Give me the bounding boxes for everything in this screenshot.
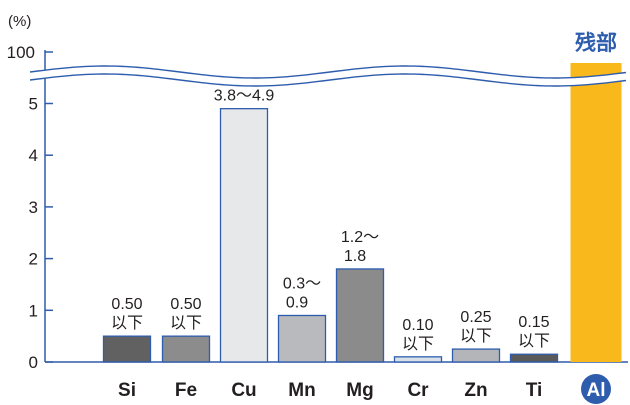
bar-mg: [335, 268, 385, 363]
data-label: 0.3～: [283, 275, 321, 292]
x-tick-label: Zn: [464, 380, 487, 401]
break-band: [30, 66, 628, 86]
data-label: 0.50: [170, 296, 201, 313]
break-line-lower: [29, 73, 627, 87]
y-tick-label: 2: [29, 250, 38, 269]
data-label: 以下: [518, 333, 550, 350]
bar-cr: [393, 356, 443, 363]
data-label: 1.8: [344, 248, 366, 265]
data-label: 1.2～: [341, 229, 379, 246]
y-unit-label: (%): [8, 13, 31, 30]
al-badge: [581, 374, 611, 404]
data-label: 0.10: [402, 317, 433, 334]
data-label: 0.15: [518, 314, 549, 331]
bar-zn: [451, 348, 501, 363]
x-tick-label: Mg: [346, 380, 373, 401]
y-tick-label: 3: [29, 198, 38, 217]
data-label: 0.25: [460, 309, 491, 326]
bar-cu: [219, 108, 269, 363]
data-label: 0.50: [111, 296, 142, 313]
y-tick-label: 1: [29, 301, 38, 320]
y-tick-label: 100: [7, 43, 35, 62]
data-label: 残部: [575, 31, 617, 55]
x-tick-label: Al: [587, 380, 606, 401]
x-tick-label: Si: [118, 380, 136, 401]
x-tick-label: Cu: [231, 380, 256, 401]
y-tick-label: 4: [29, 146, 38, 165]
x-tick-label: Ti: [526, 380, 543, 401]
bars: [102, 63, 622, 363]
x-tick-label: Cr: [407, 380, 429, 401]
bar-mn: [277, 314, 327, 363]
bar-si: [102, 335, 152, 363]
x-tick-label: Mn: [288, 380, 315, 401]
data-label: 以下: [111, 315, 143, 332]
data-label: 以下: [402, 336, 434, 353]
y-tick-label: 0: [29, 353, 38, 372]
data-label: 0.9: [286, 294, 308, 311]
break-line-upper: [29, 65, 627, 79]
bar-fe: [161, 335, 211, 363]
data-label: 以下: [460, 328, 492, 345]
x-tick-label: Fe: [175, 380, 197, 401]
bar-ti: [509, 353, 559, 363]
bar-al: [570, 63, 622, 362]
axis-break: [29, 65, 628, 87]
data-label: 3.8～4.9: [214, 88, 275, 105]
y-tick-label: 5: [29, 95, 38, 114]
data-label: 以下: [170, 315, 202, 332]
labels: Si Fe Cu Mn Mg Cr Zn Ti Al 0.50 以下 0.50 以下 3.8～4.9 0.3…: [111, 31, 617, 404]
